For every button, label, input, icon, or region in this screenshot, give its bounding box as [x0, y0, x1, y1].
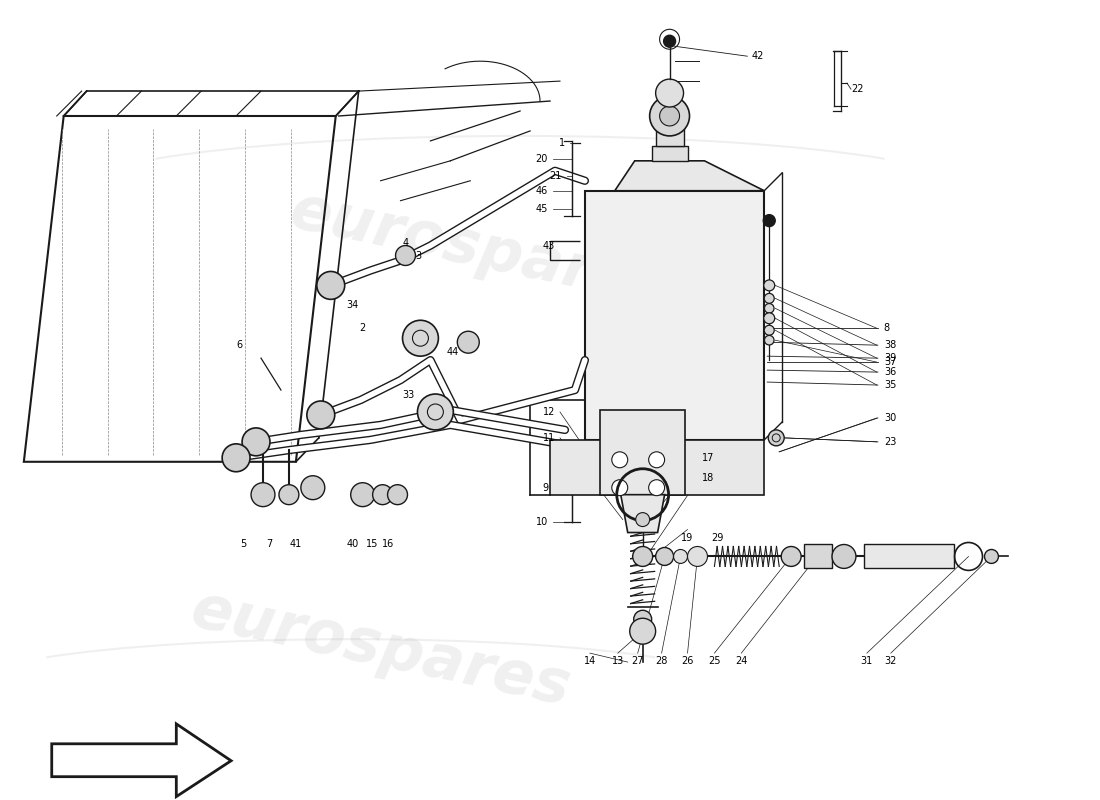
Circle shape	[242, 428, 270, 456]
Circle shape	[763, 313, 774, 324]
Circle shape	[636, 513, 650, 526]
Text: 26: 26	[681, 656, 694, 666]
Text: 7: 7	[266, 539, 272, 550]
Text: 11: 11	[542, 433, 556, 443]
Text: 5: 5	[240, 539, 246, 550]
Text: 24: 24	[735, 656, 748, 666]
Circle shape	[387, 485, 407, 505]
Text: 21: 21	[550, 170, 562, 181]
Circle shape	[632, 546, 652, 566]
Circle shape	[660, 106, 680, 126]
Circle shape	[656, 79, 683, 107]
Circle shape	[351, 482, 375, 506]
Circle shape	[656, 547, 673, 566]
Text: 45: 45	[536, 204, 548, 214]
Text: 44: 44	[447, 347, 459, 357]
Text: 23: 23	[883, 437, 896, 447]
Text: 8: 8	[883, 323, 890, 334]
Circle shape	[649, 480, 664, 496]
Text: 32: 32	[884, 656, 896, 666]
Text: 36: 36	[883, 367, 896, 377]
Circle shape	[781, 546, 801, 566]
Text: 28: 28	[656, 656, 668, 666]
Circle shape	[649, 452, 664, 468]
Text: 13: 13	[612, 656, 624, 666]
Circle shape	[764, 326, 774, 335]
Circle shape	[279, 485, 299, 505]
Circle shape	[301, 476, 324, 500]
Circle shape	[317, 271, 344, 299]
Text: 33: 33	[403, 390, 415, 400]
Text: 41: 41	[289, 539, 302, 550]
Circle shape	[634, 610, 651, 628]
Circle shape	[307, 401, 334, 429]
Text: 12: 12	[542, 407, 556, 417]
Text: 17: 17	[702, 453, 714, 462]
Text: 18: 18	[702, 473, 714, 482]
Text: 9: 9	[542, 482, 548, 493]
Text: 40: 40	[346, 539, 359, 550]
Bar	[550, 440, 764, 494]
Circle shape	[768, 430, 784, 446]
Text: 29: 29	[712, 533, 724, 542]
Circle shape	[764, 294, 774, 303]
Text: 37: 37	[883, 357, 896, 367]
Circle shape	[612, 452, 628, 468]
Circle shape	[763, 214, 776, 226]
Text: 14: 14	[584, 656, 596, 666]
Text: 43: 43	[542, 241, 556, 250]
Circle shape	[373, 485, 393, 505]
Text: eurospares: eurospares	[285, 182, 675, 319]
Text: 39: 39	[883, 353, 896, 363]
Text: 1: 1	[559, 138, 565, 148]
Circle shape	[763, 280, 774, 291]
Bar	[651, 146, 688, 161]
Polygon shape	[615, 161, 764, 190]
Text: 30: 30	[883, 413, 896, 423]
Bar	[804, 545, 832, 569]
Circle shape	[764, 303, 774, 313]
Circle shape	[612, 480, 628, 496]
Text: 34: 34	[346, 300, 359, 310]
Text: 16: 16	[383, 539, 395, 550]
Text: 38: 38	[883, 340, 896, 350]
Text: 4: 4	[403, 238, 408, 247]
Circle shape	[418, 394, 453, 430]
Text: 6: 6	[236, 340, 242, 350]
Circle shape	[396, 246, 416, 266]
Text: 27: 27	[631, 656, 644, 666]
Circle shape	[832, 545, 856, 569]
Text: eurospares: eurospares	[186, 580, 575, 718]
Circle shape	[663, 35, 675, 47]
Circle shape	[764, 335, 774, 345]
Text: 10: 10	[536, 517, 548, 526]
Bar	[635, 161, 704, 190]
Circle shape	[688, 546, 707, 566]
Circle shape	[984, 550, 999, 563]
Bar	[656, 126, 683, 146]
Circle shape	[251, 482, 275, 506]
Polygon shape	[620, 494, 664, 533]
Circle shape	[458, 331, 480, 353]
Text: 25: 25	[708, 656, 720, 666]
Circle shape	[222, 444, 250, 472]
Text: 35: 35	[883, 380, 896, 390]
Bar	[864, 545, 954, 569]
Text: 19: 19	[681, 533, 694, 542]
Text: 2: 2	[360, 323, 366, 334]
Circle shape	[650, 96, 690, 136]
Text: 46: 46	[536, 186, 548, 196]
Text: 31: 31	[861, 656, 873, 666]
Text: 22: 22	[851, 84, 864, 94]
Text: 15: 15	[366, 539, 378, 550]
Text: 3: 3	[416, 250, 421, 261]
Circle shape	[673, 550, 688, 563]
Text: 20: 20	[536, 154, 548, 164]
Bar	[600, 410, 684, 494]
Circle shape	[403, 320, 439, 356]
Bar	[585, 190, 764, 440]
Circle shape	[629, 618, 656, 644]
Text: 42: 42	[751, 51, 763, 61]
